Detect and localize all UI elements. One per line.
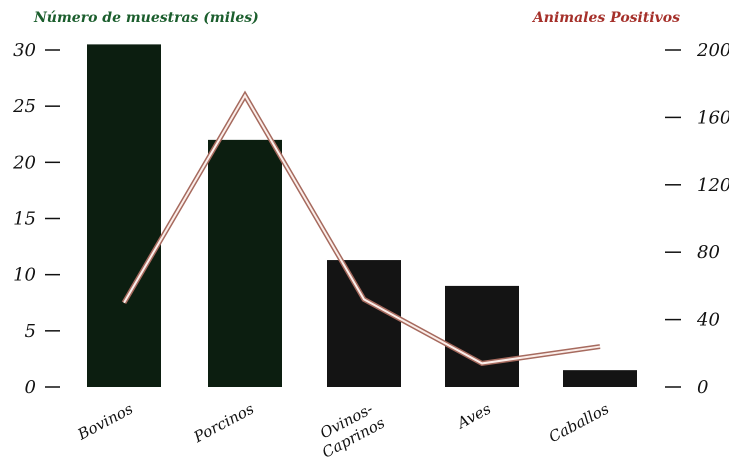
bar-Bovinos — [87, 44, 161, 388]
left-tick-label: 25 — [12, 96, 36, 117]
right-tick-label: 120 — [697, 175, 729, 196]
category-label-Ovinos-Caprinos: Ovinos-Caprinos — [311, 398, 389, 462]
bars — [87, 44, 637, 388]
category-labels: Bovinos Porcinos Ovinos-Caprinos Aves Caball… — [74, 398, 612, 462]
right-tick-label: 200 — [696, 40, 729, 61]
category-label-Porcinos: Porcinos — [190, 400, 257, 447]
bar-Caballos — [563, 370, 637, 387]
right-axis-title: Animales Positivos — [531, 10, 680, 26]
left-axis-title: Número de muestras (miles) — [33, 10, 259, 26]
left-tick-label: 10 — [13, 265, 36, 286]
category-label-Bovinos: Bovinos — [74, 399, 136, 444]
category-label-Aves: Aves — [453, 400, 495, 434]
left-tick-label: 0 — [25, 377, 36, 398]
right-tick-label: 0 — [697, 377, 708, 398]
right-tick-label: 40 — [696, 310, 720, 331]
category-label-Caballos: Caballos — [546, 400, 612, 447]
bar-Ovinos-Caprinos — [327, 260, 401, 387]
left-tick-label: 5 — [25, 321, 36, 342]
bar-Porcinos — [208, 139, 282, 387]
line-core — [123, 93, 601, 365]
bar-Aves — [445, 285, 519, 387]
line-series — [121, 90, 601, 367]
left-tick-label: 20 — [12, 152, 36, 173]
right-tick-label: 80 — [697, 242, 720, 263]
right-axis: 0 40 80 120 160 200 — [665, 40, 729, 398]
left-axis: 0 5 10 15 20 25 30 — [12, 40, 60, 398]
right-tick-label: 160 — [697, 107, 729, 128]
left-tick-label: 15 — [13, 209, 36, 230]
left-tick-label: 30 — [13, 40, 36, 61]
